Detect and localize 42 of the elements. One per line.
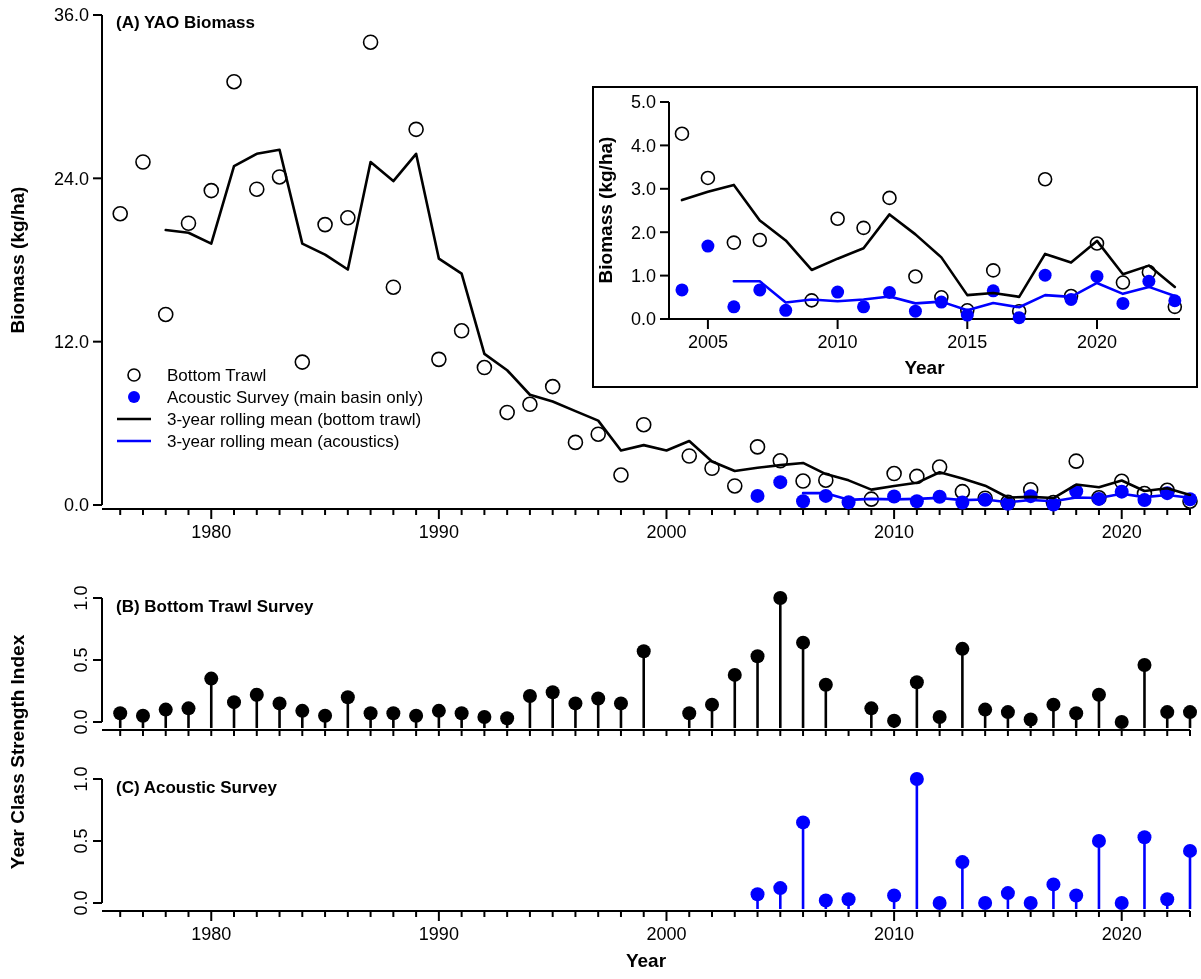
y-tick-label: 0.0 — [71, 709, 91, 735]
chart-title: (C) Acoustic Survey — [116, 778, 278, 797]
x-tick-label: 2005 — [687, 332, 728, 352]
x-tick-label: 1990 — [418, 522, 459, 542]
y-axis-title: Biomass (kg/ha) — [7, 186, 28, 334]
x-axis-title: Year — [625, 950, 667, 971]
y-tick-label: 1.0 — [71, 585, 91, 611]
x-tick-label: 1980 — [191, 522, 232, 542]
legend-label: 3-year rolling mean (acoustics) — [167, 431, 400, 451]
x-tick-label: 2010 — [817, 332, 858, 352]
legend-label: 3-year rolling mean (bottom trawl) — [167, 409, 422, 429]
y-tick-label: 36.0 — [53, 5, 89, 26]
y-tick-label: 2.0 — [630, 222, 656, 243]
legend-label: Acoustic Survey (main basin only) — [167, 387, 424, 407]
x-tick-label: 2010 — [874, 522, 915, 542]
x-tick-label: 2020 — [1101, 924, 1142, 944]
y-axis-title: Year Class Strength Index — [7, 634, 28, 870]
y-tick-label: 0.0 — [71, 890, 91, 916]
y-tick-label: 0.5 — [71, 828, 91, 854]
legend-label: Bottom Trawl — [167, 365, 267, 385]
y-tick-label: 1.0 — [630, 265, 656, 286]
y-tick-label: 3.0 — [630, 179, 656, 200]
y-tick-label: 4.0 — [630, 135, 656, 156]
x-tick-label: 2000 — [646, 522, 687, 542]
x-tick-label: 2010 — [874, 924, 915, 944]
y-tick-label: 0.5 — [71, 647, 91, 673]
x-tick-label: 2020 — [1101, 522, 1142, 542]
x-axis-title: Year — [904, 357, 946, 378]
y-tick-label: 24.0 — [53, 168, 89, 189]
y-tick-label: 1.0 — [71, 766, 91, 792]
chart-title: (A) YAO Biomass — [116, 13, 255, 32]
chart-title: (B) Bottom Trawl Survey — [116, 597, 314, 616]
y-axis-title: Biomass (kg/ha) — [595, 136, 616, 284]
y-tick-label: 0.0 — [63, 495, 89, 516]
y-tick-label: 0.0 — [630, 309, 656, 330]
y-tick-label: 5.0 — [630, 92, 656, 113]
y-tick-label: 12.0 — [53, 331, 89, 352]
x-tick-label: 2015 — [947, 332, 988, 352]
x-tick-label: 2020 — [1076, 332, 1118, 352]
x-tick-label: 2000 — [646, 924, 687, 944]
x-tick-label: 1990 — [418, 924, 459, 944]
x-tick-label: 1980 — [191, 924, 232, 944]
